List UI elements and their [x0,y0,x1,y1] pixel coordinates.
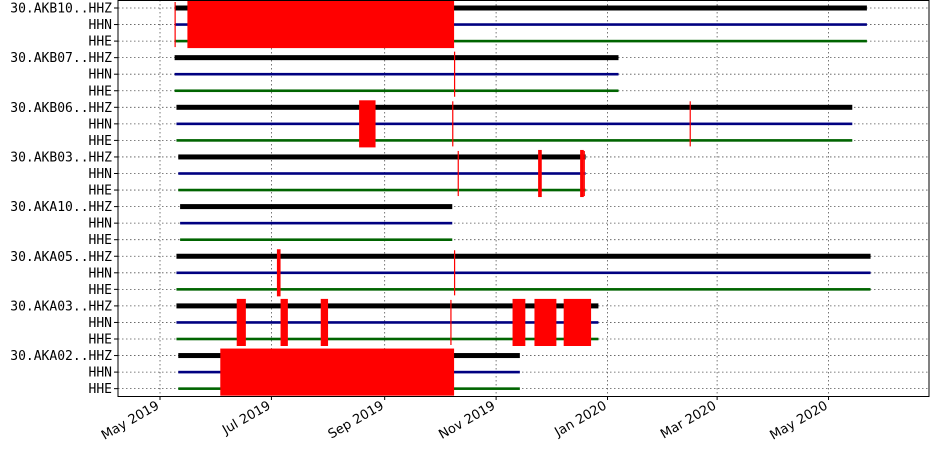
channel-label: HHN [89,217,112,232]
availability-bar-hhz [174,5,867,11]
short-gap-mark [174,2,176,48]
data-gap-block [280,298,288,346]
x-tick-label: Mar 2020 [658,398,719,442]
x-tick-label: Jul 2019 [219,398,273,438]
station-label: 30.AKB10..HHZ [10,2,112,17]
channel-label: HHN [89,167,112,182]
x-tick-label: Sep 2019 [326,398,387,442]
availability-bar-hhn [176,271,871,275]
availability-bar-hhe [174,39,867,43]
data-gap-block [580,149,584,198]
gap-markers [174,1,691,396]
data-gap-block [276,249,281,297]
data-gap-block [320,298,329,346]
availability-bar-hhz [176,104,853,110]
station-label: 30.AKA05..HHZ [10,250,112,265]
x-tick-label: May 2019 [99,398,162,443]
station-label: 30.AKB07..HHZ [10,51,112,66]
plot-frame [117,0,930,397]
data-gap-block [220,348,455,396]
channel-label: HHN [89,366,112,381]
availability-bar-hhn [174,23,867,26]
availability-bar-hhn [176,321,599,324]
data-gap-block [187,1,455,49]
data-gap-block [563,298,592,346]
station-label: 30.AKA10..HHZ [10,200,112,215]
x-axis-labels: May 2019 Jul 2019 Sep 2019 Nov 2019 Jan 2020… [99,396,831,444]
availability-bar-hhn [178,172,586,175]
availability-bar-hhn [174,72,619,76]
short-gap-mark [457,150,459,197]
data-gap-block [512,298,526,346]
availability-bar-hhz [180,204,453,210]
availability-bar-hhe [178,188,586,192]
channel-label: HHN [89,316,112,331]
data-gap-block [359,100,376,148]
channel-label: HHN [89,117,112,132]
short-gap-mark [453,51,456,97]
availability-bar-hhe [174,89,619,93]
availability-bar-hhe [180,238,453,241]
short-gap-mark [583,150,585,197]
channel-label: HHE [89,84,112,99]
availability-bar-hhz [174,55,619,61]
data-gap-block [236,298,246,346]
availability-bar-hhe [176,288,871,291]
station-label: 30.AKB03..HHZ [10,150,112,165]
channel-label: HHN [89,18,112,33]
data-gap-block [538,149,542,198]
short-gap-mark [450,299,452,345]
short-gap-mark [453,250,456,296]
y-axis-labels: 30.AKB10..HHZHHNHHE30.AKB07..HHZHHNHHE30… [10,2,118,397]
station-label: 30.AKA03..HHZ [10,299,112,314]
channel-label: HHE [89,134,112,149]
availability-bar-hhe [176,139,853,142]
channel-label: HHE [89,283,112,298]
channel-label: HHE [89,184,112,199]
availability-bar-hhn [180,221,453,225]
availability-bar-hhz [178,154,586,160]
availability-bar-hhz [176,253,871,259]
channel-label: HHE [89,382,112,397]
short-gap-mark [689,101,691,147]
channel-label: HHN [89,266,112,281]
availability-bars [174,5,871,390]
channel-label: HHE [89,333,112,348]
availability-bar-hhn [176,122,853,126]
x-tick-label: Jan 2020 [552,398,610,440]
availability-bar-hhz [176,303,599,309]
data-gap-block [534,298,557,346]
station-label: 30.AKB06..HHZ [10,101,112,116]
short-gap-mark [452,101,454,147]
x-tick-label: May 2020 [768,398,831,443]
availability-bar-hhe [176,337,599,341]
station-label: 30.AKA02..HHZ [10,349,112,364]
x-tick-label: Nov 2019 [436,398,498,442]
channel-label: HHE [89,233,112,248]
channel-label: HHN [89,68,112,83]
channel-label: HHE [89,35,112,50]
